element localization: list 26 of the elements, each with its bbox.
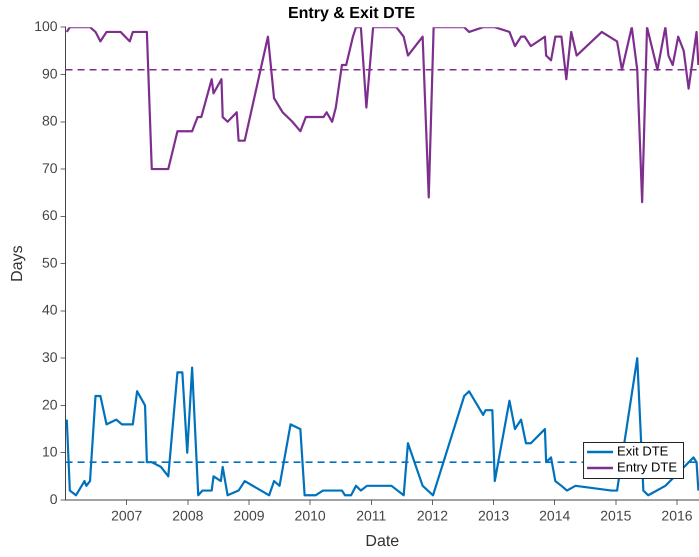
x-tick-label: 2009: [233, 507, 265, 524]
y-tick-label: 10: [42, 444, 58, 460]
y-tick-label: 40: [42, 302, 58, 318]
x-tick-label: 2013: [478, 507, 510, 524]
legend-label: Entry DTE: [617, 460, 678, 475]
x-tick-label: 2008: [172, 507, 204, 524]
x-tick-label: 2016: [661, 507, 693, 524]
x-tick-label: 2007: [111, 507, 142, 524]
x-axis-title: Date: [365, 532, 400, 550]
chart-title: Entry & Exit DTE: [288, 5, 416, 22]
x-tick-label: 2011: [356, 507, 387, 524]
x-tick-label: 2010: [294, 507, 326, 524]
y-tick-label: 0: [50, 490, 58, 507]
y-tick-label: 20: [42, 396, 58, 412]
y-tick-label: 60: [42, 207, 58, 224]
y-axis-title: Days: [9, 245, 26, 282]
x-tick-label: 2014: [539, 507, 570, 524]
legend-label: Exit DTE: [617, 444, 669, 459]
y-tick-label: 100: [34, 18, 58, 34]
y-tick-label: 90: [42, 65, 58, 82]
y-tick-label: 50: [42, 254, 58, 270]
y-tick-label: 70: [42, 160, 58, 176]
y-tick-label: 80: [42, 112, 58, 129]
y-tick-label: 30: [42, 349, 58, 366]
x-tick-label: 2012: [416, 507, 448, 524]
x-tick-label: 2015: [600, 507, 632, 524]
